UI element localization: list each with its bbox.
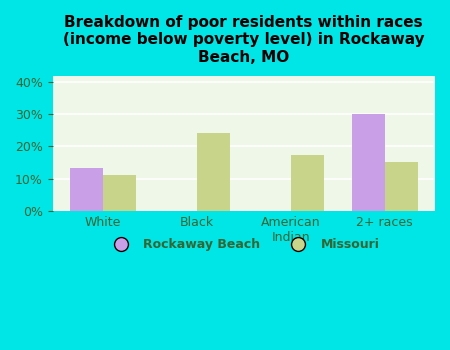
Bar	[197, 133, 230, 211]
Bar	[291, 155, 324, 211]
Bar	[103, 175, 136, 211]
Bar	[385, 162, 418, 211]
Legend: Rockaway Beach, Missouri: Rockaway Beach, Missouri	[104, 233, 384, 256]
Bar	[70, 168, 103, 211]
Bar	[352, 114, 385, 211]
Title: Breakdown of poor residents within races
(income below poverty level) in Rockawa: Breakdown of poor residents within races…	[63, 15, 425, 65]
